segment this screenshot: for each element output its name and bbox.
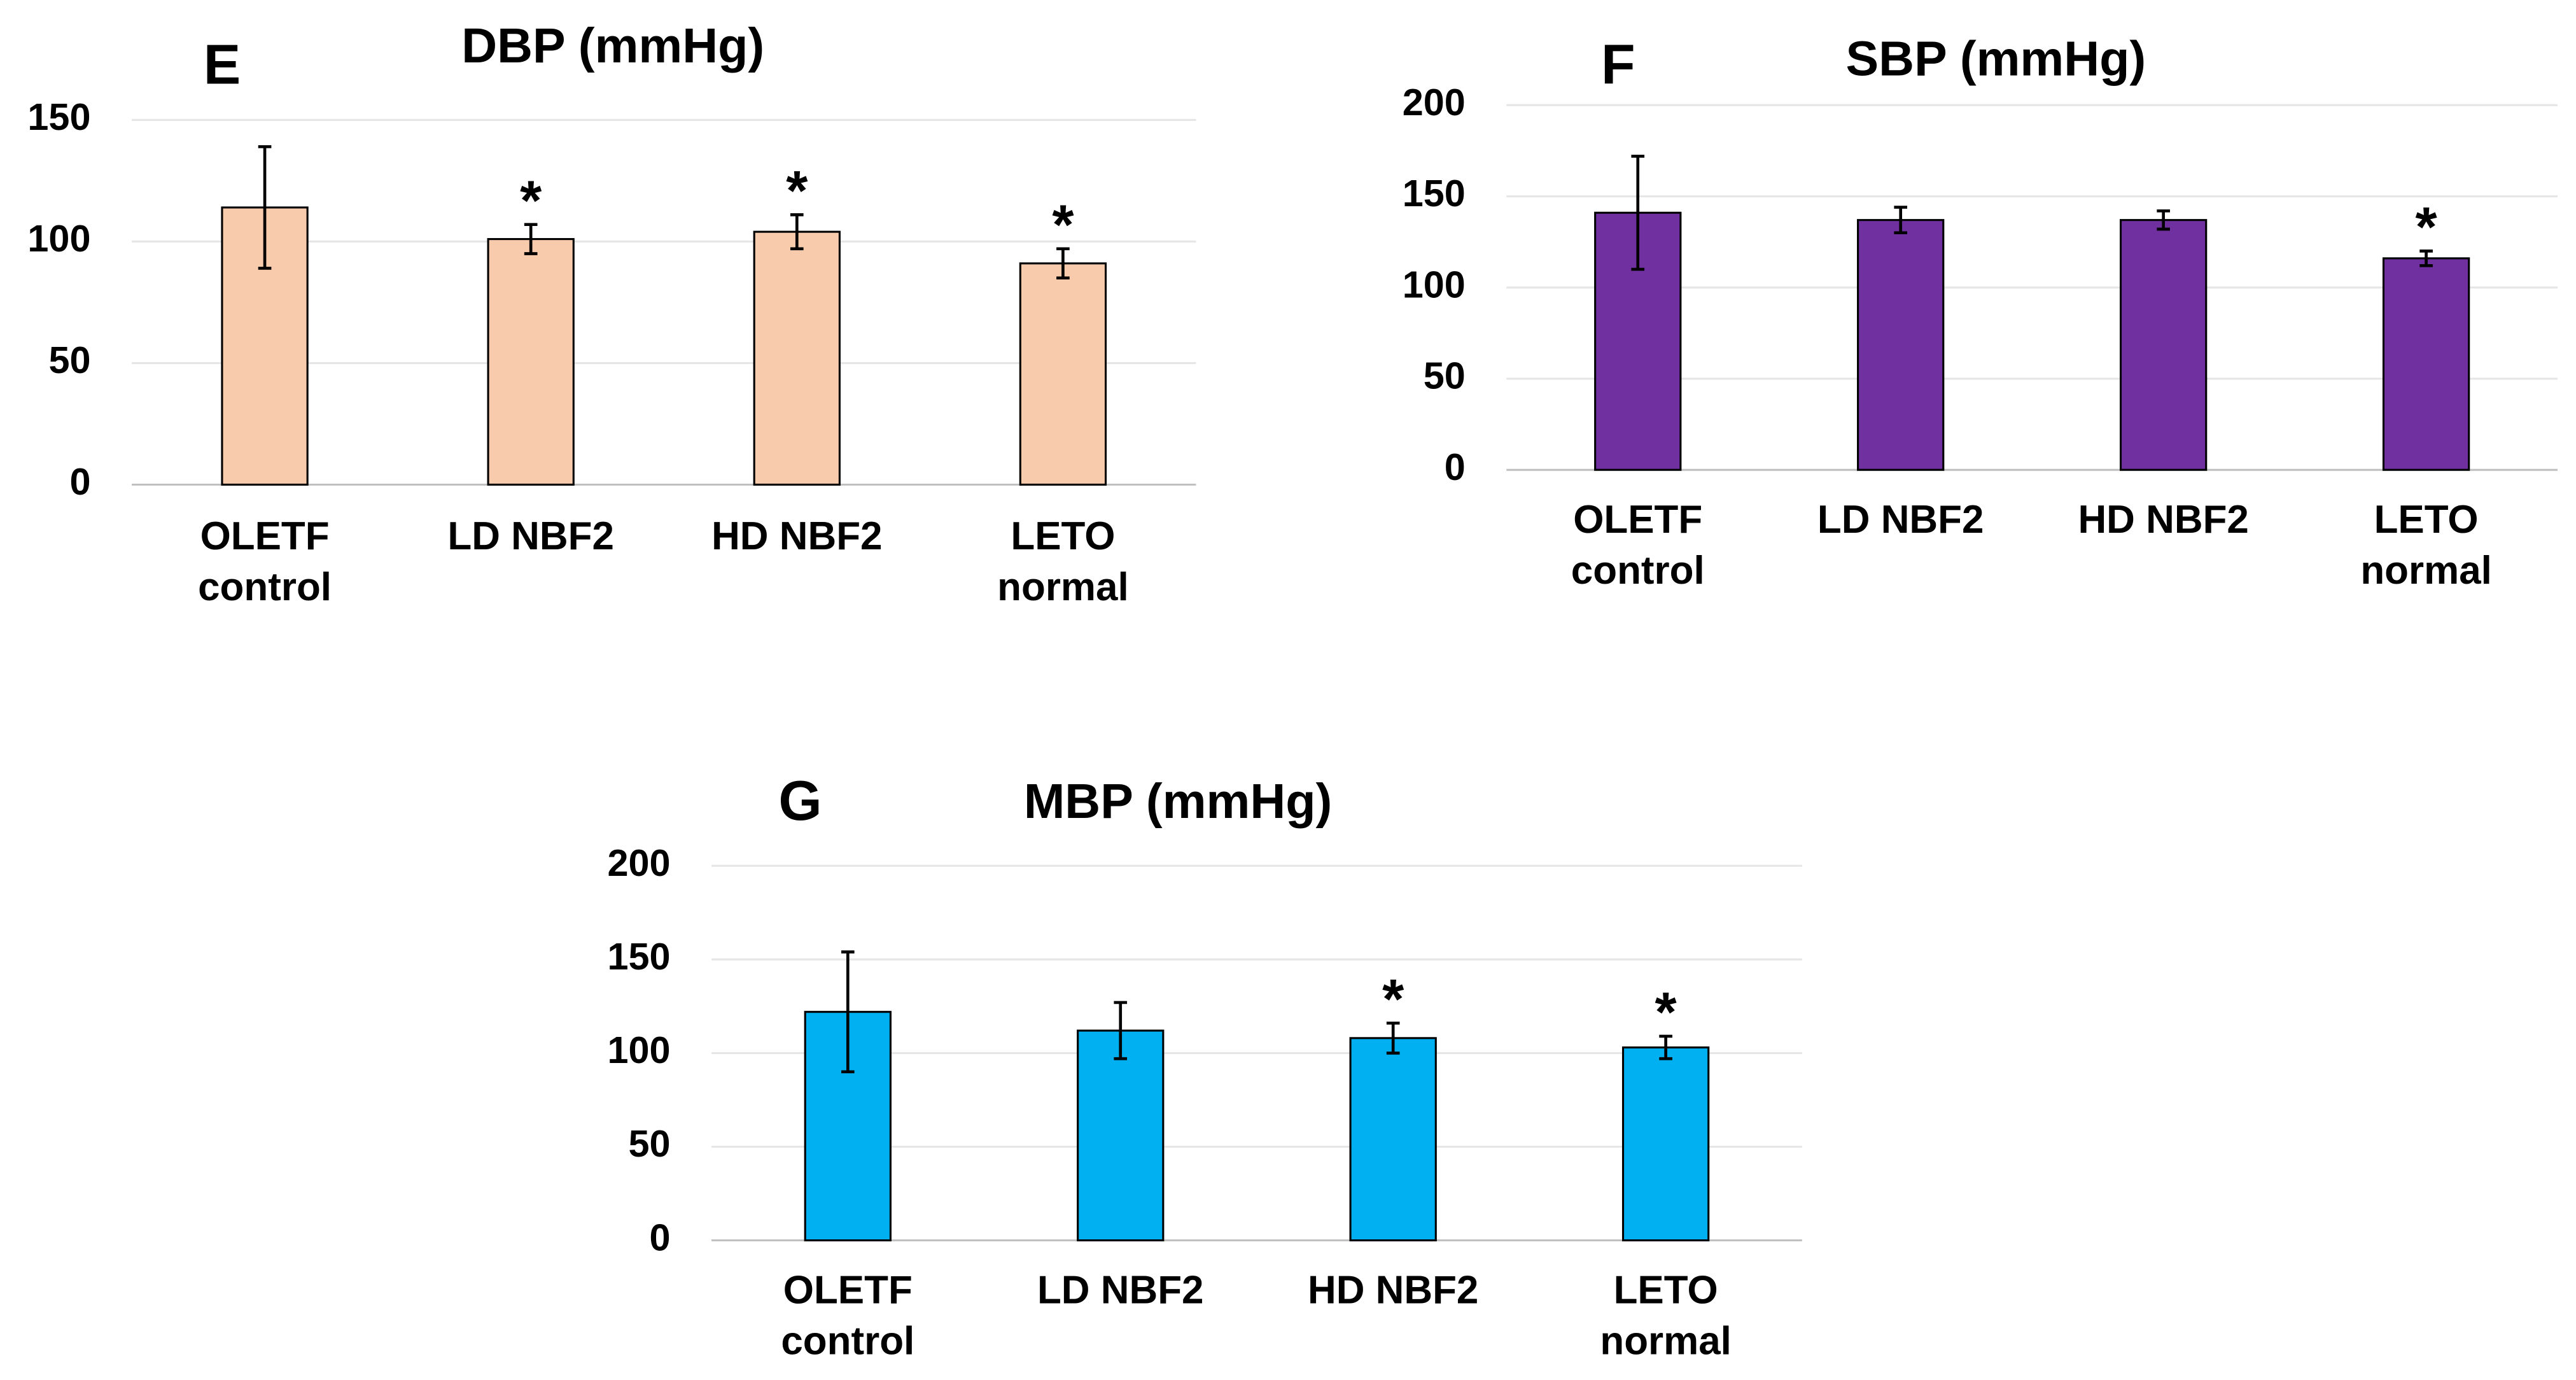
bar	[1077, 1029, 1165, 1242]
panel-label: E	[204, 34, 241, 96]
y-tick-label: 100	[1403, 263, 1466, 306]
x-tick-label: normal	[1600, 1320, 1732, 1363]
bar	[753, 230, 841, 486]
x-tick-label: normal	[2360, 549, 2492, 593]
significance-mark: *	[2416, 196, 2438, 258]
significance-mark: *	[1052, 194, 1074, 256]
y-tick-label: 100	[27, 217, 90, 260]
x-tick-label: LD NBF2	[1037, 1269, 1204, 1313]
x-tick-label: OLETF	[1573, 498, 1702, 542]
significance-mark: *	[1655, 981, 1677, 1043]
y-tick-label: 200	[608, 841, 671, 884]
x-tick-label: OLETF	[783, 1269, 913, 1313]
panel-label: G	[778, 770, 822, 832]
y-tick-label: 0	[1445, 446, 1466, 488]
panel-label: F	[1601, 34, 1635, 96]
bar	[1349, 1037, 1437, 1242]
y-tick-label: 0	[650, 1216, 671, 1258]
x-tick-label: LETO	[1614, 1269, 1718, 1313]
x-tick-label: HD NBF2	[2078, 498, 2248, 542]
bar	[1857, 219, 1945, 471]
y-tick-label: 150	[27, 95, 90, 138]
x-tick-label: HD NBF2	[1308, 1269, 1478, 1313]
y-tick-label: 50	[629, 1122, 671, 1165]
y-tick-label: 0	[69, 460, 90, 503]
bar	[2382, 257, 2470, 471]
significance-mark: *	[786, 160, 808, 222]
y-tick-label: 50	[48, 339, 90, 381]
bar	[1019, 262, 1107, 486]
significance-mark: *	[520, 169, 542, 232]
y-tick-label: 150	[608, 935, 671, 978]
x-tick-label: normal	[997, 565, 1128, 609]
bar	[1621, 1046, 1710, 1242]
y-tick-label: 50	[1424, 355, 1466, 397]
y-tick-label: 100	[608, 1029, 671, 1071]
chart-title: SBP (mmHg)	[1846, 32, 2146, 87]
x-tick-label: LETO	[2374, 498, 2479, 542]
bar	[487, 238, 575, 486]
y-tick-label: 150	[1403, 172, 1466, 215]
x-tick-label: control	[1571, 549, 1705, 593]
chart-title: MBP (mmHg)	[1024, 774, 1333, 829]
y-tick-label: 200	[1403, 81, 1466, 123]
x-tick-label: LD NBF2	[447, 514, 614, 558]
bar	[2119, 219, 2208, 471]
x-tick-label: LETO	[1011, 514, 1115, 558]
x-tick-label: control	[781, 1320, 914, 1363]
chart-title: DBP (mmHg)	[461, 18, 764, 73]
x-tick-label: HD NBF2	[711, 514, 882, 558]
significance-mark: *	[1382, 968, 1404, 1031]
x-tick-label: control	[198, 565, 332, 609]
x-tick-label: LD NBF2	[1817, 498, 1984, 542]
x-tick-label: OLETF	[200, 514, 330, 558]
